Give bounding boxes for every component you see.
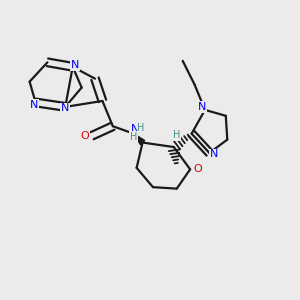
Text: O: O: [193, 164, 202, 174]
Text: N: N: [131, 124, 139, 134]
Text: O: O: [80, 131, 89, 141]
Text: N: N: [210, 149, 218, 160]
Text: H: H: [173, 130, 180, 140]
Text: N: N: [61, 103, 70, 113]
Text: N: N: [198, 102, 206, 112]
Text: N: N: [30, 100, 38, 110]
Text: H: H: [130, 132, 137, 142]
Text: N: N: [71, 60, 79, 70]
Text: H: H: [137, 123, 145, 133]
Polygon shape: [134, 134, 145, 145]
